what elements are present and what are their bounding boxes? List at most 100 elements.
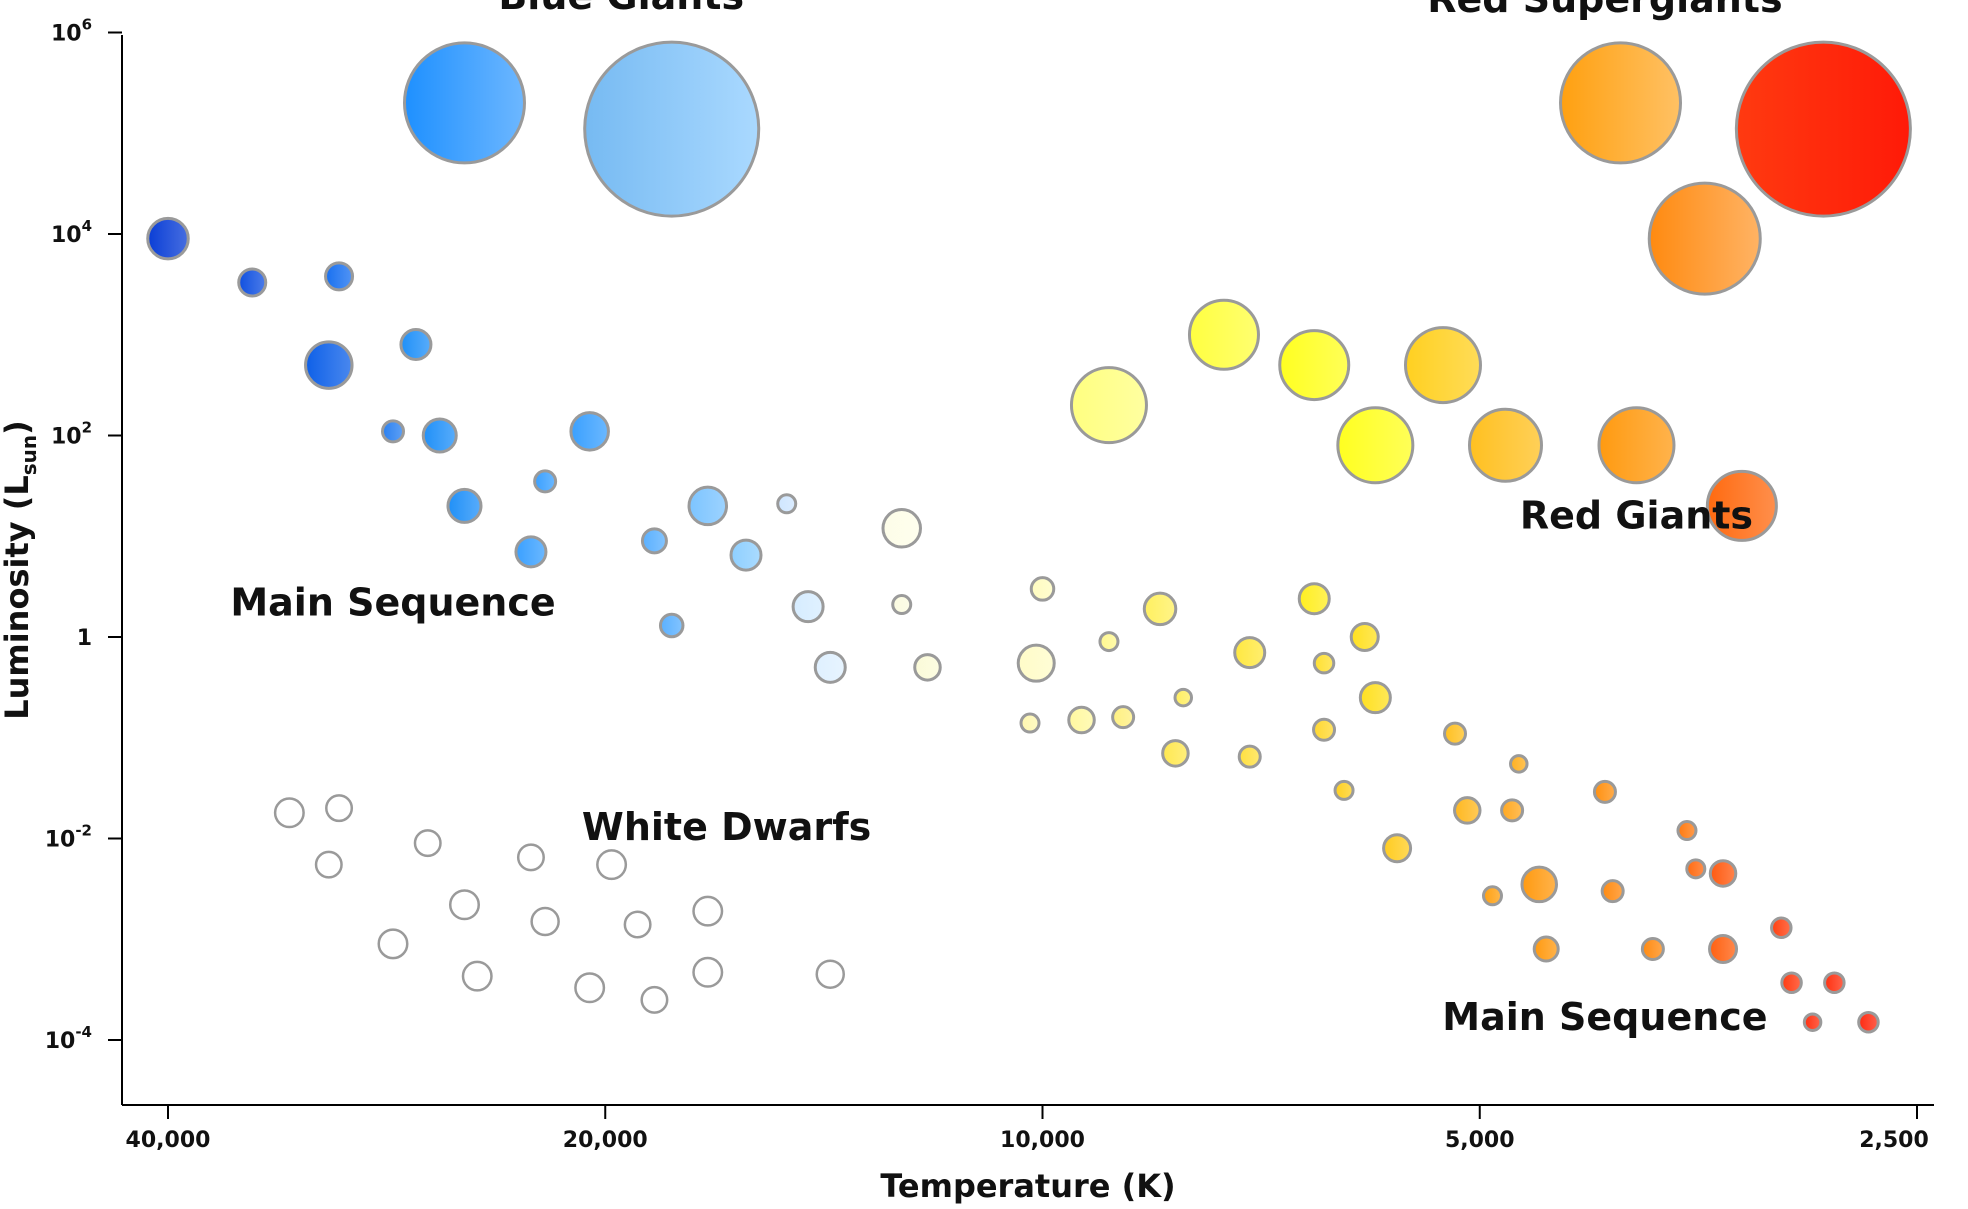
star-main-sequence bbox=[1312, 651, 1336, 675]
star-main-sequence bbox=[813, 650, 847, 684]
star-main-sequence bbox=[1509, 754, 1529, 774]
y-tick-label: 102 bbox=[51, 419, 92, 450]
star-white-dwarf bbox=[815, 959, 845, 989]
star-white-dwarf bbox=[377, 928, 409, 960]
star-red-giant bbox=[1336, 406, 1415, 485]
x-axis-title: Temperature (K) bbox=[880, 1167, 1175, 1205]
star-white-dwarf bbox=[530, 906, 560, 937]
star-main-sequence bbox=[1016, 643, 1056, 683]
y-tick-label-base: 10 bbox=[45, 828, 76, 853]
star-white-dwarf bbox=[413, 829, 442, 858]
star-main-sequence bbox=[1382, 833, 1413, 864]
star-main-sequence bbox=[1358, 681, 1392, 715]
y-axis-title-paren-open: (L bbox=[0, 475, 36, 521]
star-main-sequence bbox=[640, 527, 668, 555]
star-main-sequence bbox=[1500, 798, 1525, 823]
star-main-sequence bbox=[1111, 705, 1136, 730]
star-main-sequence bbox=[1173, 687, 1194, 708]
star-main-sequence bbox=[913, 653, 942, 682]
region-label: Red Supergiants bbox=[1427, 0, 1782, 21]
star-main-sequence bbox=[1857, 1011, 1880, 1034]
star-main-sequence bbox=[324, 261, 355, 292]
star-main-sequence bbox=[569, 411, 610, 452]
region-label: Main Sequence bbox=[230, 581, 555, 625]
y-tick-label-base: 10 bbox=[51, 425, 82, 450]
star-main-sequence bbox=[237, 267, 268, 298]
star-main-sequence bbox=[1600, 879, 1625, 904]
star-white-dwarf bbox=[692, 956, 724, 988]
y-tick-label: 106 bbox=[51, 16, 92, 47]
star-main-sequence bbox=[658, 612, 685, 639]
star-main-sequence bbox=[729, 538, 763, 572]
star-main-sequence bbox=[1237, 744, 1262, 769]
star-main-sequence bbox=[1823, 971, 1846, 995]
star-white-dwarf bbox=[623, 910, 652, 939]
star-main-sequence bbox=[421, 417, 458, 454]
y-tick-label: 10-4 bbox=[45, 1023, 92, 1054]
star-red-supergiant bbox=[1647, 181, 1762, 296]
star-main-sequence bbox=[1708, 934, 1739, 965]
star-main-sequence bbox=[1297, 582, 1331, 616]
star-main-sequence bbox=[1142, 591, 1178, 627]
axes bbox=[121, 35, 1934, 1106]
star-main-sequence bbox=[687, 485, 729, 527]
star-white-dwarf bbox=[314, 850, 343, 879]
y-tick-label-exponent: 2 bbox=[82, 419, 92, 437]
star-main-sequence bbox=[1019, 712, 1041, 734]
star-main-sequence bbox=[1592, 779, 1617, 804]
star-main-sequence bbox=[1161, 739, 1190, 768]
star-main-sequence bbox=[446, 487, 483, 524]
x-tick-label: 40,000 bbox=[126, 1128, 211, 1153]
y-axis-title-subscript: sun bbox=[17, 435, 41, 475]
region-labels: Blue Giants Red Supergiants Red Giants Main… bbox=[230, 0, 1782, 1039]
star-main-sequence bbox=[881, 508, 922, 549]
y-tick-label-exponent: 4 bbox=[82, 217, 92, 235]
y-tick-label-exponent: -2 bbox=[75, 822, 92, 840]
star-red-giant bbox=[1069, 366, 1148, 445]
star-white-dwarf bbox=[325, 794, 354, 823]
star-blue-giant bbox=[402, 41, 526, 165]
x-tick-label: 5,000 bbox=[1445, 1128, 1515, 1153]
star-white-dwarf bbox=[516, 843, 545, 872]
star-main-sequence bbox=[1453, 796, 1482, 825]
y-axis-title-main: Luminosity bbox=[0, 521, 36, 720]
star-main-sequence bbox=[1780, 971, 1803, 995]
star-main-sequence bbox=[533, 469, 558, 494]
star-red-giant bbox=[1278, 329, 1351, 402]
star-red-supergiant bbox=[1734, 40, 1912, 218]
star-main-sequence bbox=[776, 493, 798, 515]
star-main-sequence bbox=[1770, 916, 1793, 940]
star-main-sequence bbox=[1532, 935, 1560, 963]
star-main-sequence bbox=[1640, 937, 1665, 962]
star-main-sequence bbox=[891, 594, 913, 616]
star-red-giant bbox=[1468, 407, 1544, 483]
star-main-sequence bbox=[1312, 717, 1337, 742]
x-tick-label: 20,000 bbox=[563, 1128, 648, 1153]
star-main-sequence bbox=[146, 216, 190, 261]
star-white-dwarf bbox=[273, 797, 305, 829]
star-main-sequence bbox=[1098, 631, 1120, 653]
star-white-dwarf bbox=[640, 985, 669, 1014]
star-markers bbox=[146, 40, 1912, 1034]
y-axis-title-paren-close: ) bbox=[0, 420, 36, 435]
star-main-sequence bbox=[1676, 820, 1698, 842]
y-tick-label: 104 bbox=[51, 217, 92, 248]
y-tick-label: 1 bbox=[77, 626, 92, 651]
star-main-sequence bbox=[1067, 705, 1096, 735]
star-red-giant bbox=[1597, 406, 1676, 485]
x-tick-label: 10,000 bbox=[1000, 1128, 1085, 1153]
star-main-sequence bbox=[399, 328, 433, 362]
star-main-sequence bbox=[514, 535, 548, 569]
star-red-giant bbox=[1705, 469, 1778, 542]
star-red-supergiant bbox=[1559, 41, 1683, 165]
region-label: Main Sequence bbox=[1442, 995, 1767, 1039]
star-white-dwarf bbox=[461, 960, 493, 992]
y-tick-label: 10-2 bbox=[45, 822, 92, 853]
star-white-dwarf bbox=[574, 972, 606, 1004]
y-axis-title: Luminosity (Lsun) bbox=[0, 420, 41, 720]
star-white-dwarf bbox=[448, 889, 480, 921]
region-label: Blue Giants bbox=[498, 0, 744, 18]
star-main-sequence bbox=[791, 590, 825, 624]
